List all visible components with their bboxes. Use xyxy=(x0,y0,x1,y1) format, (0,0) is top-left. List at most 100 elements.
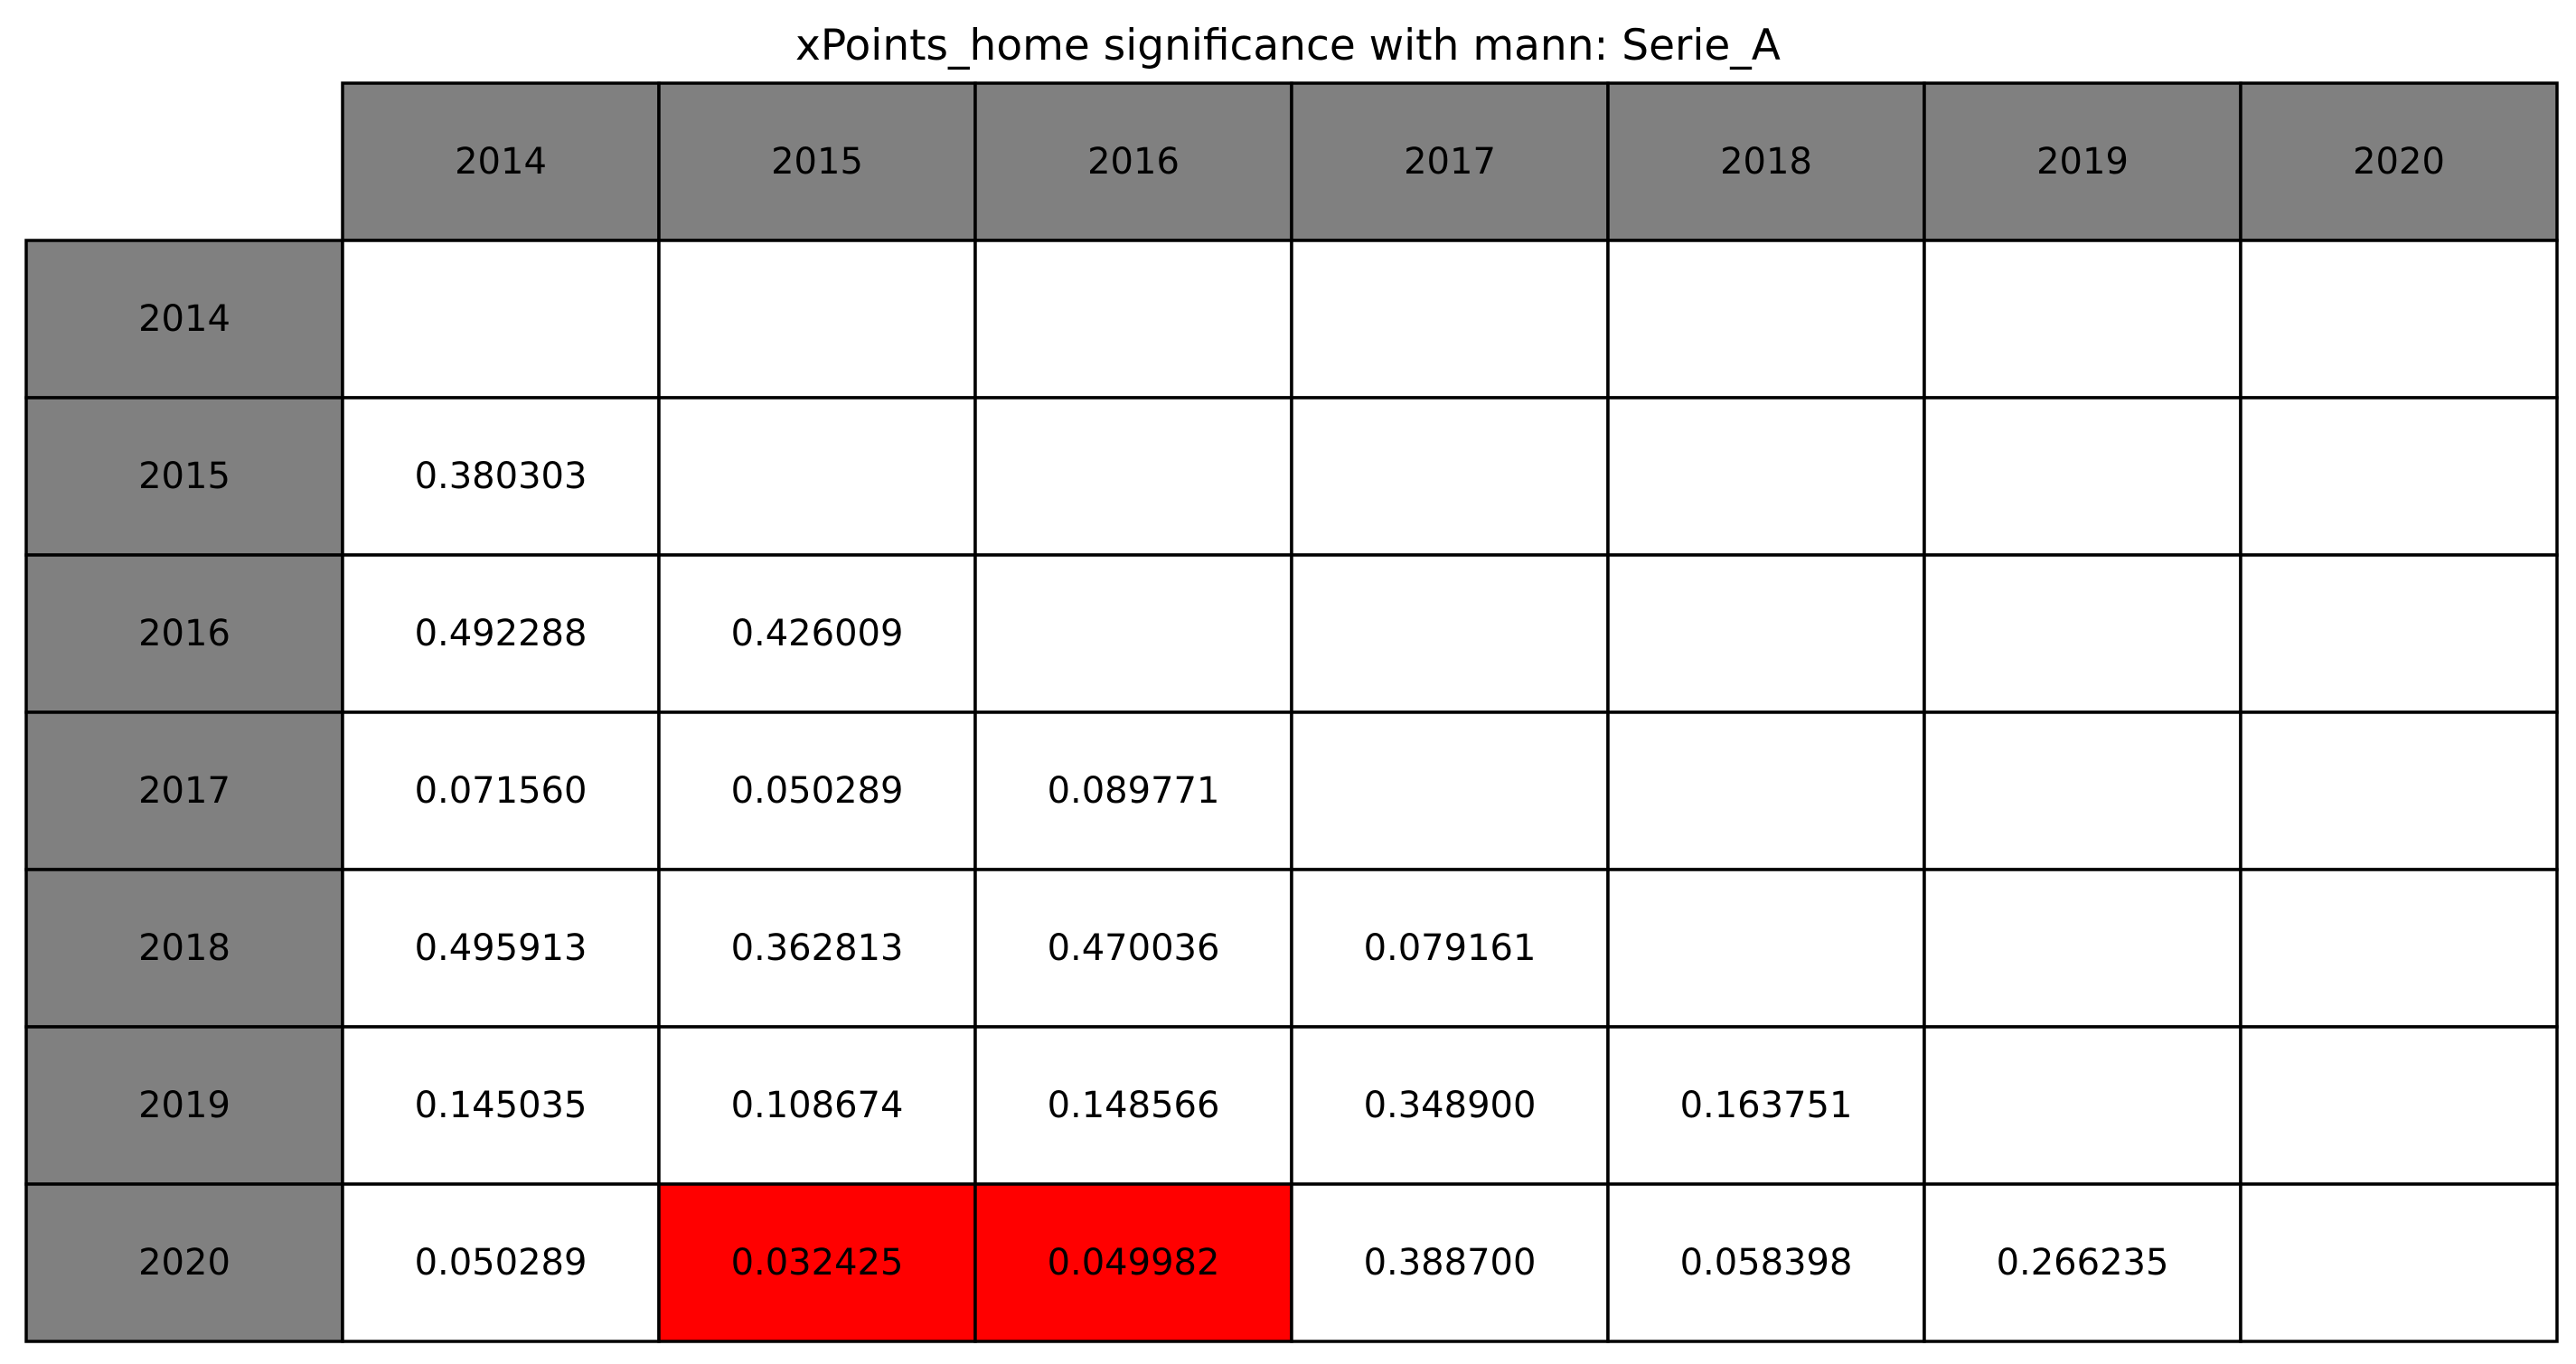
table-cell xyxy=(657,710,977,871)
table-row: 2020 0.050289 0.032425 0.049982 0.388700 0.05… xyxy=(24,1182,2559,1343)
table-cell xyxy=(2239,1025,2559,1186)
cell-value: 0.058398 xyxy=(1680,1242,1853,1284)
cell-value: 0.049982 xyxy=(1048,1242,1220,1284)
table-cell xyxy=(2239,1182,2559,1343)
table-cell xyxy=(1923,553,2242,714)
cell-value: 0.071560 xyxy=(415,770,588,812)
cell-value: 0.362813 xyxy=(731,927,904,969)
column-header-bg xyxy=(973,81,1293,242)
table-cell xyxy=(341,396,661,557)
table-row: 2014 xyxy=(24,239,2559,400)
row-header-bg xyxy=(24,1025,344,1186)
table-cell xyxy=(973,396,1293,557)
table-cell xyxy=(341,1025,661,1186)
table-cell xyxy=(1923,1182,2242,1343)
table-cell xyxy=(973,710,1293,871)
column-header-label: 2019 xyxy=(2036,141,2129,183)
cell-value: 0.032425 xyxy=(731,1242,904,1284)
table-cell xyxy=(1923,1025,2242,1186)
table-cell xyxy=(1606,710,1926,871)
table-cell xyxy=(2239,710,2559,871)
table-cell xyxy=(1923,710,2242,871)
row-header-label: 2014 xyxy=(138,298,230,340)
row-header-bg xyxy=(24,710,344,871)
cell-value: 0.108674 xyxy=(731,1085,904,1126)
cell-value: 0.050289 xyxy=(731,770,904,812)
cell-value: 0.050289 xyxy=(415,1242,588,1284)
table-cell xyxy=(2239,239,2559,400)
column-header-label: 2015 xyxy=(771,141,863,183)
table-cell xyxy=(973,1025,1293,1186)
table-cell xyxy=(973,553,1293,714)
table-row: 2017 0.071560 0.050289 0.089771 xyxy=(24,710,2559,871)
column-header: 2015 xyxy=(657,81,977,242)
table-row: 2016 0.492288 0.426009 xyxy=(24,553,2559,714)
column-header-bg xyxy=(2239,81,2559,242)
table-cell xyxy=(1290,868,1610,1029)
column-header-label: 2014 xyxy=(455,141,547,183)
table-cell xyxy=(2239,553,2559,714)
table-cell xyxy=(341,710,661,871)
table-cell xyxy=(657,1025,977,1186)
table-cell xyxy=(973,239,1293,400)
table-cell xyxy=(657,868,977,1029)
column-header-bg xyxy=(341,81,661,242)
row-header-label: 2018 xyxy=(138,927,230,969)
cell-value: 0.089771 xyxy=(1048,770,1220,812)
row-header-label: 2017 xyxy=(138,770,230,812)
row-header-label: 2020 xyxy=(138,1242,230,1284)
cell-value: 0.470036 xyxy=(1048,927,1220,969)
column-header-label: 2020 xyxy=(2353,141,2445,183)
table-cell xyxy=(1290,239,1610,400)
table-cell xyxy=(2239,868,2559,1029)
column-header-label: 2016 xyxy=(1087,141,1180,183)
table-cell xyxy=(657,396,977,557)
table-cell xyxy=(1606,553,1926,714)
row-header-label: 2019 xyxy=(138,1085,230,1126)
table-cell xyxy=(1606,396,1926,557)
table-row: 2015 0.380303 xyxy=(24,396,2559,557)
cell-value: 0.492288 xyxy=(415,613,588,654)
column-header: 2020 xyxy=(2239,81,2559,242)
column-header: 2014 xyxy=(341,81,661,242)
row-header-bg xyxy=(24,396,344,557)
table-cell xyxy=(1606,239,1926,400)
table-cell xyxy=(657,553,977,714)
cell-value: 0.495913 xyxy=(415,927,588,969)
cell-value: 0.145035 xyxy=(415,1085,588,1126)
chart-title: xPoints_home significance with mann: Ser… xyxy=(795,21,1781,71)
row-header-bg xyxy=(24,868,344,1029)
table-row: 2019 0.145035 0.108674 0.148566 0.348900 0.16… xyxy=(24,1025,2559,1186)
table-cell xyxy=(341,868,661,1029)
table-cell xyxy=(1290,710,1610,871)
column-header-label: 2017 xyxy=(1404,141,1496,183)
significant-cell xyxy=(657,1182,977,1343)
cell-value: 0.266235 xyxy=(1997,1242,2169,1284)
table-cell xyxy=(657,239,977,400)
table-cell xyxy=(973,868,1293,1029)
cell-value: 0.163751 xyxy=(1680,1085,1853,1126)
table-cell xyxy=(341,239,661,400)
cell-value: 0.388700 xyxy=(1364,1242,1537,1284)
cell-value: 0.079161 xyxy=(1364,927,1537,969)
table-cell xyxy=(1923,868,2242,1029)
table-cell xyxy=(2239,396,2559,557)
row-header-bg xyxy=(24,1182,344,1343)
table-cell xyxy=(1923,239,2242,400)
row-header-bg xyxy=(24,239,344,400)
table-cell xyxy=(341,1182,661,1343)
column-header-bg xyxy=(657,81,977,242)
cell-value: 0.426009 xyxy=(731,613,904,654)
row-header-label: 2015 xyxy=(138,456,230,497)
column-header: 2019 xyxy=(1923,81,2242,242)
table-cell xyxy=(1290,1182,1610,1343)
cell-value: 0.348900 xyxy=(1364,1085,1537,1126)
column-header: 2017 xyxy=(1290,81,1610,242)
column-header: 2018 xyxy=(1606,81,1926,242)
table-cell xyxy=(1923,396,2242,557)
table-cell xyxy=(341,553,661,714)
table-cell xyxy=(1606,868,1926,1029)
cell-value: 0.148566 xyxy=(1048,1085,1220,1126)
